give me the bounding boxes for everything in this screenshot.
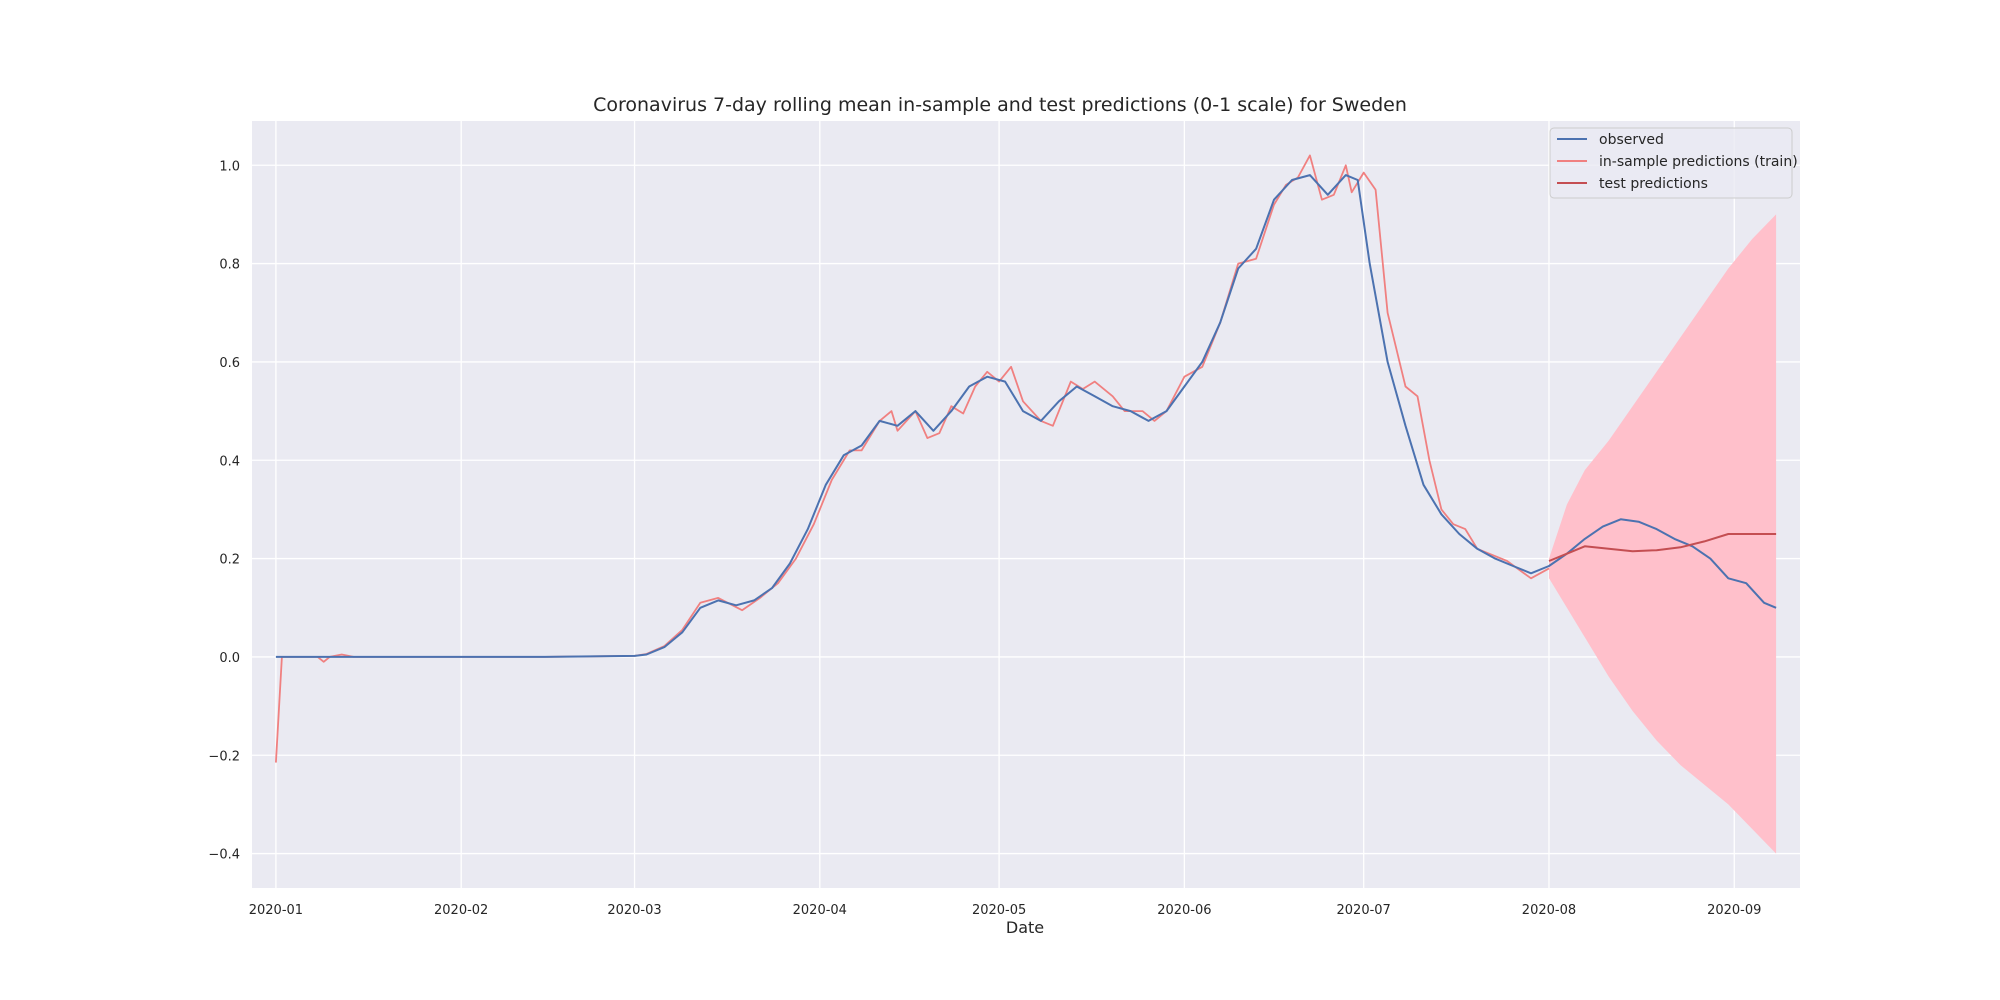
series-line-observed [275,174,1777,658]
legend-label-in-sample: in-sample predictions (train) [1599,154,1798,170]
y-tick-label: 0.4 [219,454,240,469]
y-axis: −0.4 −0.2 0.0 0.2 0.4 0.6 0.8 1.0 [208,159,240,862]
y-tick-label: 0.2 [219,553,240,568]
y-tick-label: −0.4 [208,848,240,863]
x-tick-label: 2020-05 [972,903,1026,918]
y-tick-label: 0.8 [219,258,240,273]
series-line-test-predictions [1548,533,1777,562]
plot-area [252,121,1800,888]
x-tick-label: 2020-07 [1337,903,1391,918]
x-axis-label: Date [1006,918,1044,937]
y-tick-label: 0.0 [219,651,240,666]
y-tick-label: 1.0 [219,159,240,174]
series-layer [275,154,1777,763]
legend: observed in-sample predictions (train) t… [1549,127,1798,199]
x-tick-label: 2020-08 [1522,903,1576,918]
series-line-in-sample-predictions-train [275,154,1550,763]
chart-title: Coronavirus 7-day rolling mean in-sample… [593,94,1407,116]
y-tick-label: 0.6 [219,356,240,371]
x-tick-label: 2020-03 [607,903,661,918]
grid [252,121,1800,888]
x-tick-label: 2020-01 [249,903,303,918]
y-tick-label: −0.2 [208,749,240,764]
confidence-band [1549,214,1777,854]
x-tick-label: 2020-06 [1157,903,1211,918]
legend-label-test: test predictions [1599,176,1708,192]
confidence-band-layer [1549,214,1777,854]
legend-box [1549,127,1793,199]
x-axis: 2020-01 2020-02 2020-03 2020-04 2020-05 2020-… [249,903,1762,918]
legend-label-observed: observed [1599,132,1664,148]
x-tick-label: 2020-09 [1707,903,1761,918]
x-tick-label: 2020-02 [434,903,488,918]
x-tick-label: 2020-04 [793,903,847,918]
